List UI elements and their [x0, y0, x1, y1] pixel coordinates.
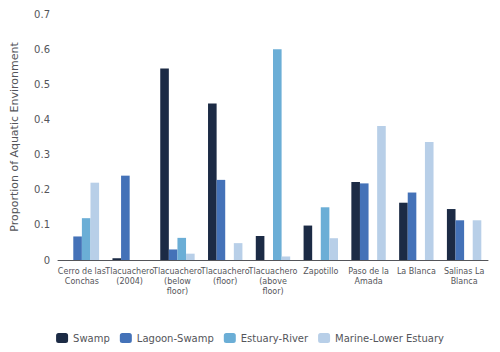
- svg-text:Blanca: Blanca: [451, 277, 478, 286]
- svg-text:Estuary-River: Estuary-River: [241, 333, 309, 344]
- svg-text:Swamp: Swamp: [73, 333, 110, 344]
- svg-text:Conchas: Conchas: [65, 277, 99, 286]
- svg-text:Proportion of Aquatic Environm: Proportion of Aquatic Environment: [8, 42, 21, 232]
- svg-text:(2004): (2004): [116, 277, 143, 286]
- svg-text:(below: (below: [164, 277, 191, 286]
- svg-text:floor): floor): [262, 287, 283, 296]
- svg-text:Cerro de las: Cerro de las: [58, 267, 106, 276]
- svg-text:0: 0: [44, 255, 50, 266]
- svg-text:0.6: 0.6: [34, 44, 50, 55]
- svg-text:Tlacuachero: Tlacuachero: [248, 267, 298, 276]
- svg-text:0.2: 0.2: [34, 184, 50, 195]
- svg-text:0.1: 0.1: [34, 219, 50, 230]
- svg-text:Amada: Amada: [354, 277, 382, 286]
- svg-text:0.3: 0.3: [34, 149, 50, 160]
- svg-text:0.4: 0.4: [34, 114, 50, 125]
- svg-text:(above: (above: [259, 277, 287, 286]
- svg-text:Zapotillo: Zapotillo: [303, 267, 338, 276]
- svg-text:Tlacuachero: Tlacuachero: [104, 267, 154, 276]
- svg-text:Marine-Lower Estuary: Marine-Lower Estuary: [335, 333, 444, 344]
- svg-text:floor): floor): [167, 287, 188, 296]
- svg-text:Salinas La: Salinas La: [444, 267, 485, 276]
- svg-text:Paso de la: Paso de la: [348, 267, 389, 276]
- svg-text:0.7: 0.7: [34, 9, 50, 20]
- svg-text:Tlacuachero: Tlacuachero: [152, 267, 202, 276]
- svg-text:0.5: 0.5: [34, 79, 50, 90]
- svg-text:La Blanca: La Blanca: [397, 267, 436, 276]
- svg-text:Lagoon-Swamp: Lagoon-Swamp: [137, 333, 214, 344]
- svg-text:Tlacuachero: Tlacuachero: [200, 267, 250, 276]
- svg-text:(floor): (floor): [213, 277, 237, 286]
